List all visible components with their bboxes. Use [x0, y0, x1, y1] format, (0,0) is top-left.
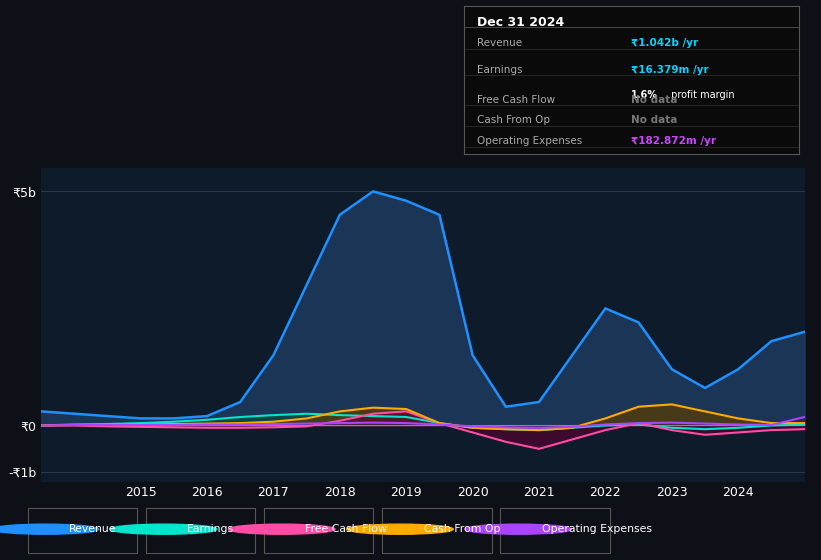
Text: ₹16.379m /yr: ₹16.379m /yr [631, 65, 709, 75]
Circle shape [0, 524, 99, 534]
Text: Earnings: Earnings [477, 65, 523, 75]
Text: 1.6%: 1.6% [631, 90, 658, 100]
Text: ₹1.042b /yr: ₹1.042b /yr [631, 38, 699, 48]
Text: Cash From Op: Cash From Op [424, 524, 500, 534]
Text: Operating Expenses: Operating Expenses [542, 524, 652, 534]
Text: Free Cash Flow: Free Cash Flow [477, 95, 555, 105]
Text: No data: No data [631, 115, 677, 125]
Circle shape [465, 524, 571, 534]
Circle shape [228, 524, 335, 534]
Circle shape [346, 524, 453, 534]
Text: Revenue: Revenue [69, 524, 117, 534]
Circle shape [110, 524, 217, 534]
Text: Dec 31 2024: Dec 31 2024 [477, 16, 565, 29]
Text: No data: No data [631, 95, 677, 105]
Text: Revenue: Revenue [477, 38, 522, 48]
Text: Cash From Op: Cash From Op [477, 115, 550, 125]
Text: Free Cash Flow: Free Cash Flow [305, 524, 388, 534]
Text: profit margin: profit margin [668, 90, 735, 100]
Text: Earnings: Earnings [187, 524, 234, 534]
Text: Operating Expenses: Operating Expenses [477, 136, 583, 146]
Text: ₹182.872m /yr: ₹182.872m /yr [631, 136, 717, 146]
